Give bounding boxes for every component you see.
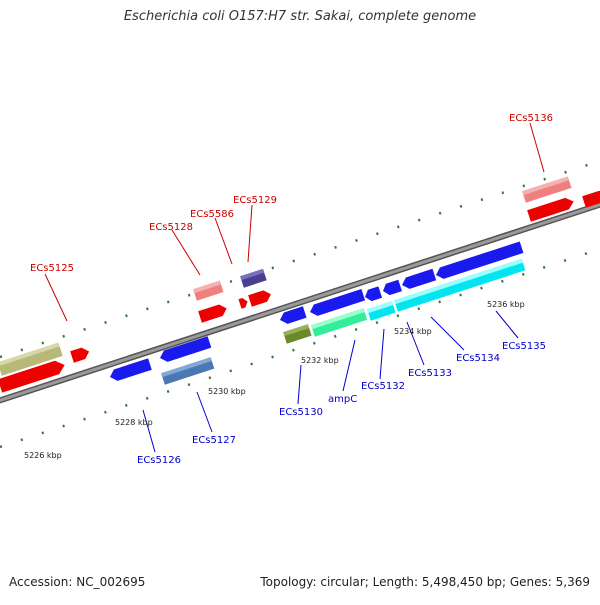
gene-feature-ECs5125[interactable] [0, 358, 67, 393]
gene-label-ECs5127[interactable]: ECs5127 [192, 435, 236, 446]
gene-feature-red-edge[interactable] [582, 189, 600, 208]
gene-label-ECs5136[interactable]: ECs5136 [509, 113, 553, 124]
gene-feature-red-right[interactable] [527, 196, 575, 222]
gene-label-ECs5130[interactable]: ECs5130 [279, 407, 323, 418]
gene-feature-blue-mid[interactable] [308, 288, 366, 318]
gene-feature-ampC[interactable] [311, 308, 368, 337]
gene-label-ECs5134[interactable]: ECs5134 [456, 353, 500, 364]
reverse-strand-features [108, 241, 526, 385]
label-connectors [44, 122, 545, 453]
gene-feature-small-red[interactable] [70, 346, 91, 363]
reverse-gene-labels: ECs5126 ECs5127 ECs5130 ampC ECs5132 ECs… [137, 341, 546, 466]
scale-label: 5230 kbp [208, 387, 246, 396]
accession-label: Accession: NC_002695 [9, 575, 146, 589]
scale-label: 5232 kbp [301, 356, 339, 365]
gene-label-ECs5132[interactable]: ECs5132 [361, 381, 405, 392]
gene-feature-tiny-red[interactable] [238, 297, 249, 309]
gene-feature-ECs5127[interactable] [161, 357, 215, 385]
gene-label-ECs5133[interactable]: ECs5133 [408, 368, 452, 379]
topology-label: Topology: circular; Length: 5,498,450 bp… [260, 575, 590, 589]
gene-feature-ECs5126[interactable] [108, 358, 152, 382]
scale-label: 5234 kbp [394, 327, 432, 336]
gene-feature-blue-long[interactable] [434, 241, 524, 280]
gene-feature-ECs5586[interactable] [198, 303, 228, 323]
gene-feature-blue-small-1[interactable] [363, 286, 383, 302]
scale-label: 5228 kbp [115, 418, 153, 427]
gene-label-ECs5128[interactable]: ECs5128 [149, 222, 193, 233]
gene-label-ampC[interactable]: ampC [328, 394, 357, 405]
gene-feature-ECs5128[interactable] [193, 280, 224, 301]
scale-label: 5236 kbp [487, 300, 525, 309]
genome-title: Escherichia coli O157:H7 str. Sakai, com… [123, 9, 477, 24]
gene-feature-ECs5130[interactable] [278, 306, 307, 325]
gene-label-ECs5586[interactable]: ECs5586 [190, 209, 234, 220]
scale-label: 5226 kbp [24, 451, 62, 460]
forward-gene-labels: ECs5125 ECs5128 ECs5586 ECs5129 ECs5136 [30, 113, 553, 274]
gene-feature-blue-small-2[interactable] [381, 279, 402, 297]
gene-feature-blue-mid-2[interactable] [400, 268, 437, 291]
genome-backbone [0, 201, 600, 404]
gene-feature-ECs5129[interactable] [240, 268, 267, 288]
gene-label-ECs5126[interactable]: ECs5126 [137, 455, 181, 466]
scale-labels: 5226 kbp 5228 kbp 5230 kbp 5232 kbp 5234… [24, 300, 525, 460]
gene-label-ECs5135[interactable]: ECs5135 [502, 341, 546, 352]
gene-feature-red-short[interactable] [248, 288, 273, 307]
forward-strand-features [0, 176, 600, 393]
gene-feature-blue-upper[interactable] [158, 336, 212, 363]
gene-feature-cyan-long[interactable] [394, 258, 526, 312]
gene-feature-ECs5136[interactable] [522, 176, 572, 203]
gene-label-ECs5129[interactable]: ECs5129 [233, 195, 277, 206]
gene-feature-cyan-short[interactable] [367, 301, 396, 321]
gene-feature-olive[interactable] [0, 342, 63, 376]
gene-feature-olive-green[interactable] [283, 324, 312, 344]
gene-label-ECs5125[interactable]: ECs5125 [30, 263, 74, 274]
